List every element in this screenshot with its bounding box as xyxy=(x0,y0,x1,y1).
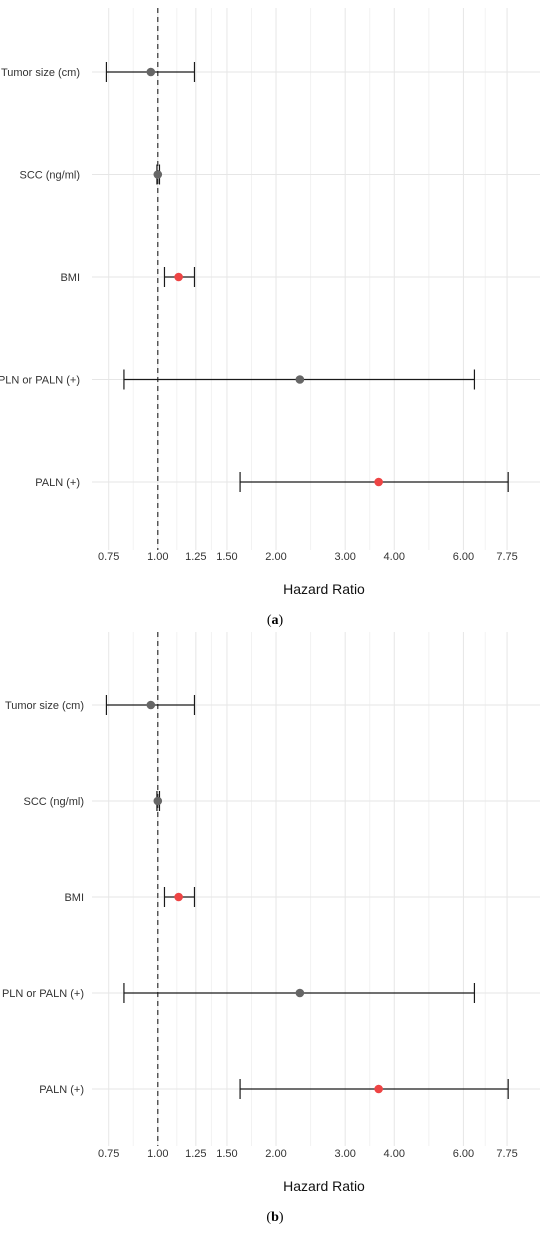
x-axis-title: Hazard Ratio xyxy=(283,581,365,597)
x-tick-label: 1.00 xyxy=(147,1148,168,1160)
forest-row: SCC (ng/ml) xyxy=(23,791,163,811)
major-gridlines xyxy=(92,632,540,1146)
category-label: PLN or PALN (+) xyxy=(2,988,84,1000)
forest-row: BMI xyxy=(64,887,196,907)
caption-b: (b) xyxy=(0,1210,550,1226)
hazard-ratio-point xyxy=(146,67,156,77)
forest-row: PALN (+) xyxy=(35,472,509,492)
x-tick-label: 0.75 xyxy=(98,551,119,563)
x-tick-label: 7.75 xyxy=(496,1148,517,1160)
x-tick-label: 3.00 xyxy=(334,1148,355,1160)
hazard-ratio-point xyxy=(295,375,305,384)
forest-row: PLN or PALN (+) xyxy=(2,983,476,1003)
forest-plot-b: Tumor size (cm) SCC (ng/ml) BMI PLN or PALN… xyxy=(2,632,540,1194)
hazard-ratio-point xyxy=(295,988,305,998)
hazard-ratio-point xyxy=(374,1084,383,1094)
major-gridlines xyxy=(92,8,540,550)
hazard-ratio-point xyxy=(174,272,183,282)
forest-row: SCC (ng/ml) xyxy=(19,164,163,185)
forest-row: PALN (+) xyxy=(39,1079,509,1099)
x-tick-label: 2.00 xyxy=(265,551,286,563)
caption-a: (a) xyxy=(0,613,550,629)
x-tick-label: 4.00 xyxy=(384,551,405,563)
x-tick-label: 0.75 xyxy=(98,1148,119,1160)
forest-plot-panel-a: Tumor size (cm) SCC (ng/ml) BMI PLN or PALN… xyxy=(0,8,550,629)
x-tick-labels: 0.75 1.00 1.25 1.50 2.00 3.00 4.00 6.00 7.75 xyxy=(98,551,518,563)
forest-plot-a: Tumor size (cm) SCC (ng/ml) BMI PLN or PALN… xyxy=(0,8,540,597)
x-tick-label: 1.50 xyxy=(216,1148,237,1160)
caption-a-close: ) xyxy=(278,613,284,628)
x-tick-label: 6.00 xyxy=(453,1148,474,1160)
category-label: Tumor size (cm) xyxy=(1,67,80,79)
x-tick-label: 4.00 xyxy=(384,1148,405,1160)
forest-row: PLN or PALN (+) xyxy=(0,369,476,390)
x-tick-label: 6.00 xyxy=(453,551,474,563)
x-tick-label: 1.50 xyxy=(216,551,237,563)
hazard-ratio-point xyxy=(153,796,163,806)
forest-row: Tumor size (cm) xyxy=(5,695,196,715)
category-label: BMI xyxy=(64,892,84,904)
caption-a-open: ( xyxy=(266,613,272,628)
forest-row: Tumor size (cm) xyxy=(1,62,196,82)
x-axis-title: Hazard Ratio xyxy=(283,1178,365,1194)
x-tick-label: 1.25 xyxy=(185,551,206,563)
caption-b-open: ( xyxy=(266,1210,272,1225)
x-tick-label: 7.75 xyxy=(496,551,517,563)
forest-row: BMI xyxy=(60,267,196,287)
hazard-ratio-point xyxy=(174,892,183,902)
category-label: Tumor size (cm) xyxy=(5,700,84,712)
category-label: PALN (+) xyxy=(39,1084,84,1096)
caption-b-letter: b xyxy=(271,1210,279,1225)
hazard-ratio-point xyxy=(146,700,156,710)
hazard-ratio-point xyxy=(374,477,383,487)
caption-b-close: ) xyxy=(278,1210,284,1225)
hazard-ratio-point xyxy=(153,170,163,179)
category-label: SCC (ng/ml) xyxy=(23,796,84,808)
category-label: SCC (ng/ml) xyxy=(19,170,80,182)
x-tick-label: 3.00 xyxy=(334,551,355,563)
x-tick-label: 2.00 xyxy=(265,1148,286,1160)
caption-a-letter: a xyxy=(271,613,279,628)
category-label: BMI xyxy=(60,272,80,284)
category-label: PALN (+) xyxy=(35,477,80,489)
minor-gridlines xyxy=(132,8,486,550)
x-tick-labels: 0.75 1.00 1.25 1.50 2.00 3.00 4.00 6.00 7.75 xyxy=(98,1148,518,1160)
x-tick-label: 1.25 xyxy=(185,1148,206,1160)
forest-plot-panel-b: Tumor size (cm) SCC (ng/ml) BMI PLN or PALN… xyxy=(0,626,550,1236)
x-tick-label: 1.00 xyxy=(147,551,168,563)
category-label: PLN or PALN (+) xyxy=(0,375,80,387)
minor-gridlines xyxy=(132,632,486,1146)
